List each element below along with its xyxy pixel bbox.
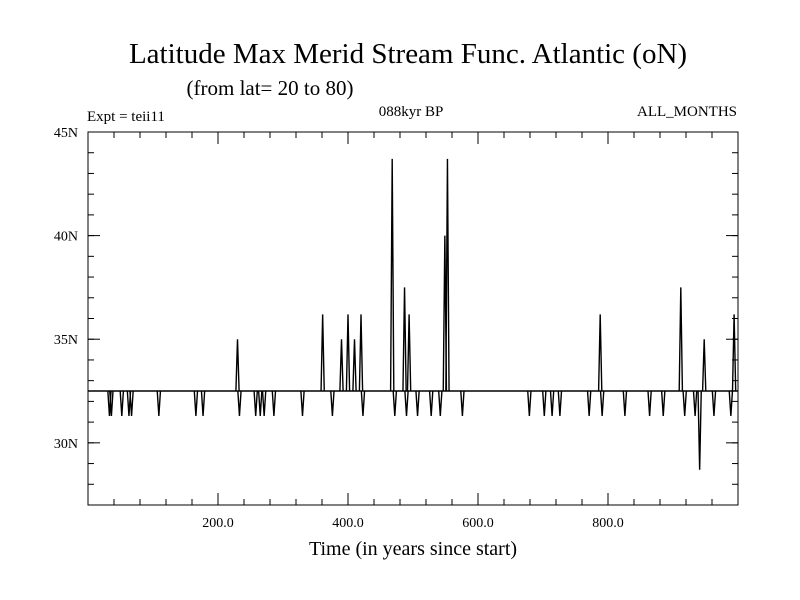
x-tick-label: 600.0 — [462, 516, 494, 531]
series-spike — [193, 390, 199, 416]
x-tick-label: 800.0 — [592, 516, 624, 531]
series-spike — [389, 158, 395, 392]
series-spike — [109, 390, 114, 416]
period-label: 088kyr BP — [379, 104, 444, 120]
months-label: ALL_MONTHS — [637, 104, 737, 120]
series-spike — [345, 314, 351, 392]
series-spike — [237, 390, 242, 416]
y-tick-label: 40N — [54, 230, 78, 245]
series-spike — [129, 390, 134, 416]
series-spike — [339, 339, 344, 392]
series-spike — [697, 391, 702, 470]
series-spike — [253, 390, 258, 416]
series-spike — [330, 390, 335, 416]
series-spike — [415, 390, 420, 416]
series-spike — [360, 390, 366, 416]
series-spike — [404, 390, 409, 416]
series-spike — [542, 390, 547, 416]
series-spike — [406, 314, 412, 392]
series-spike — [438, 390, 443, 416]
series-spike — [200, 390, 206, 416]
x-tick-label: 200.0 — [202, 516, 234, 531]
x-axis-label: Time (in years since start) — [309, 538, 517, 560]
series-spike — [728, 390, 734, 416]
series-spike — [586, 390, 592, 416]
series-spike — [731, 314, 737, 392]
series-spike — [647, 390, 652, 416]
series-spike — [682, 390, 687, 416]
series-spike — [402, 287, 407, 392]
series-spike — [597, 314, 603, 392]
series-spike — [352, 339, 357, 392]
series-spike — [460, 390, 465, 416]
series-spike — [711, 390, 717, 416]
series-spike — [156, 390, 162, 416]
series-spike — [261, 390, 267, 416]
series-spike — [701, 339, 707, 392]
series-spike — [320, 314, 325, 392]
series-spike — [692, 390, 698, 416]
series-spike — [445, 158, 450, 392]
series-lat-max — [88, 158, 738, 470]
experiment-label: Expt = teii11 — [87, 109, 165, 125]
chart-subtitle: (from lat= 20 to 80) — [187, 76, 354, 100]
y-tick-label: 45N — [54, 126, 78, 141]
series-spike — [599, 390, 605, 416]
series-spike — [428, 390, 434, 416]
axes: 200.0 400.0 600.0 800.0 30N 35N 40N 45N — [54, 126, 738, 531]
series-spike — [235, 339, 240, 392]
x-tick-label: 400.0 — [332, 516, 364, 531]
plot-frame — [87, 131, 739, 506]
series-spike — [549, 390, 555, 416]
series-spike — [119, 390, 125, 416]
chart-title: Latitude Max Merid Stream Func. Atlantic… — [129, 38, 687, 70]
series-spike — [527, 390, 532, 416]
series-spike — [271, 390, 277, 416]
series-spike — [358, 314, 364, 392]
series-spike — [392, 390, 398, 416]
y-tick-label: 35N — [54, 333, 78, 348]
y-tick-label: 30N — [54, 437, 78, 452]
series-spike — [300, 390, 305, 416]
series-spike — [678, 287, 684, 392]
series-spike — [660, 390, 666, 416]
series-spike — [557, 390, 563, 416]
series-spike — [257, 390, 263, 416]
series-spike — [622, 390, 628, 416]
